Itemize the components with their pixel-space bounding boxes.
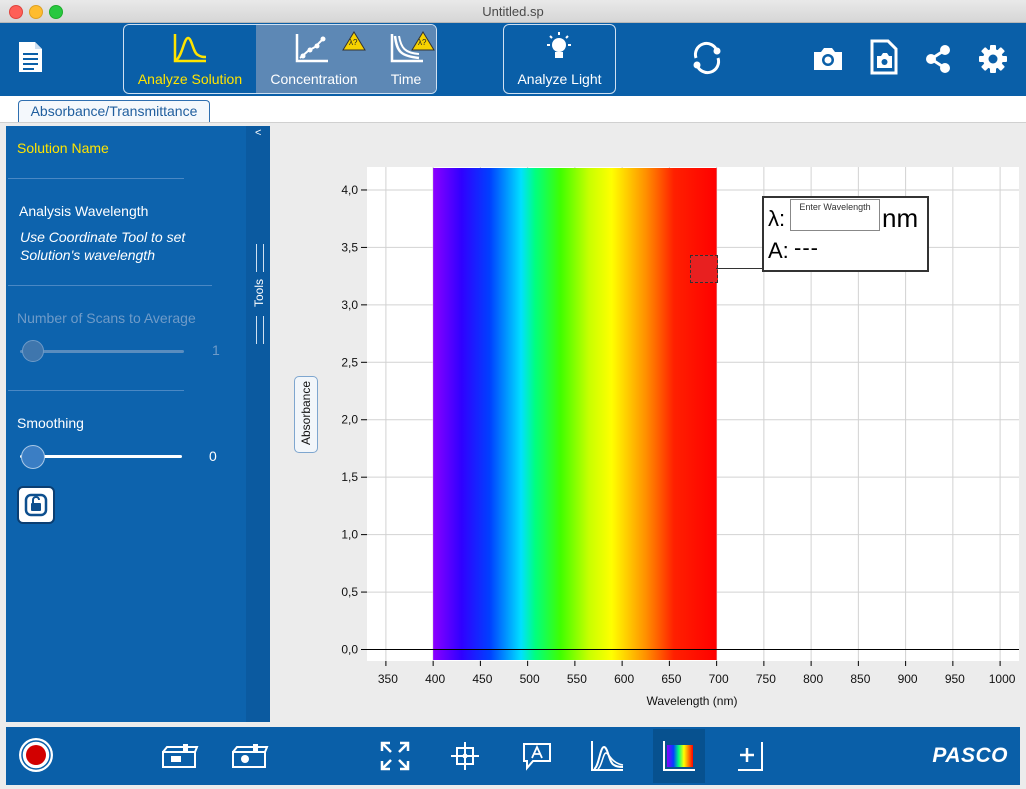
panel-divider [8, 390, 184, 391]
share-icon[interactable] [924, 44, 952, 79]
top-toolbar: Analyze Solution λ? Concentration λ? Tim… [0, 23, 1026, 96]
tools-drawer-handle[interactable]: < Tools [246, 126, 270, 722]
mode-analyze-solution[interactable]: Analyze Solution [124, 25, 256, 93]
peak-tool-icon[interactable] [589, 739, 625, 778]
smoothing-slider-thumb[interactable] [21, 445, 45, 469]
close-window-button[interactable] [9, 5, 23, 19]
solution-panel: Solution Name Analysis Wavelength Use Co… [6, 126, 246, 722]
scans-slider-track [20, 350, 184, 353]
lock-toggle-button[interactable] [17, 486, 55, 524]
gear-icon[interactable] [978, 44, 1008, 79]
pasco-logo: PASCO [932, 744, 1008, 767]
analyze-light-label: Analyze Light [517, 71, 602, 87]
sync-icon[interactable] [688, 40, 726, 81]
record-button-icon[interactable] [17, 736, 55, 779]
time-icon [390, 34, 423, 63]
coordinate-tool-leader [716, 268, 763, 269]
smoothing-value: 0 [209, 448, 217, 464]
scans-value: 1 [212, 342, 220, 358]
bottom-toolbar: PASCO [6, 727, 1020, 785]
analysis-wavelength-title: Analysis Wavelength [19, 203, 149, 219]
mode-time-label: Time [390, 71, 422, 87]
collapse-panel-button[interactable]: < [255, 127, 262, 139]
coordinate-tool-marker[interactable] [690, 255, 718, 283]
tools-label: Tools [252, 279, 266, 308]
time-warning-icon [411, 31, 435, 51]
smoothing-label: Smoothing [17, 415, 84, 431]
annotation-icon[interactable] [521, 741, 553, 776]
unlock-icon [24, 493, 48, 517]
tab-absorbance-transmittance[interactable]: Absorbance/Transmittance [18, 100, 210, 122]
page-camera-icon[interactable] [870, 39, 898, 80]
absorbance-label: A: [768, 238, 789, 263]
scans-slider-thumb[interactable] [22, 340, 44, 362]
analyze-light-button[interactable]: Analyze Light [503, 24, 616, 94]
panel-divider [8, 285, 212, 286]
lambda-label: λ: [768, 206, 786, 231]
minimize-window-button[interactable] [29, 5, 43, 19]
tools-grip-top [256, 244, 264, 272]
y-axis-label-button[interactable]: Absorbance [294, 376, 318, 453]
concentration-warning-text: λ? [349, 38, 358, 47]
analyze-solution-icon [173, 34, 207, 63]
scans-to-average-label: Number of Scans to Average [17, 310, 196, 326]
wavelength-unit: nm [882, 203, 919, 233]
concentration-warning-icon [342, 31, 366, 51]
panel-divider [8, 178, 184, 179]
solution-name-field[interactable]: Solution Name [17, 140, 109, 156]
window-title: Untitled.sp [482, 4, 544, 19]
concentration-icon [295, 34, 328, 63]
smoothing-slider[interactable] [20, 445, 182, 469]
spectrometer-cuvette-icon[interactable] [161, 743, 199, 776]
mode-analyze-solution-label: Analyze Solution [137, 71, 243, 87]
scans-slider[interactable] [20, 340, 184, 362]
add-run-icon[interactable] [733, 739, 765, 778]
y-axis-label: Absorbance [299, 380, 313, 446]
wavelength-input[interactable]: Enter Wavelength [790, 199, 880, 231]
spectrum-icon[interactable] [653, 729, 705, 783]
fullscreen-icon[interactable] [379, 740, 411, 777]
camera-icon[interactable] [812, 46, 844, 77]
maximize-window-button[interactable] [49, 5, 63, 19]
mode-concentration[interactable]: λ? Concentration λ? Time [256, 25, 436, 93]
tools-grip-bottom [256, 316, 264, 344]
analysis-mode-group: Analyze Solution λ? Concentration λ? Tim… [123, 24, 437, 94]
absorbance-value: --- [794, 235, 819, 260]
window-titlebar: Untitled.sp [0, 0, 1026, 23]
analysis-wavelength-hint: Use Coordinate Tool to set Solution's wa… [20, 229, 186, 263]
mode-concentration-label: Concentration [270, 71, 358, 87]
page-tab-strip: Absorbance/Transmittance [0, 96, 1026, 123]
light-bulb-icon [547, 32, 571, 58]
smoothing-slider-track [20, 455, 182, 458]
coordinate-tool-icon[interactable] [449, 740, 481, 777]
spectrometer-light-icon[interactable] [231, 743, 269, 776]
document-icon[interactable] [16, 40, 44, 79]
time-warning-text: λ? [418, 38, 427, 47]
coordinate-readout-box[interactable]: λ: Enter Wavelength nm A: --- [762, 196, 929, 272]
